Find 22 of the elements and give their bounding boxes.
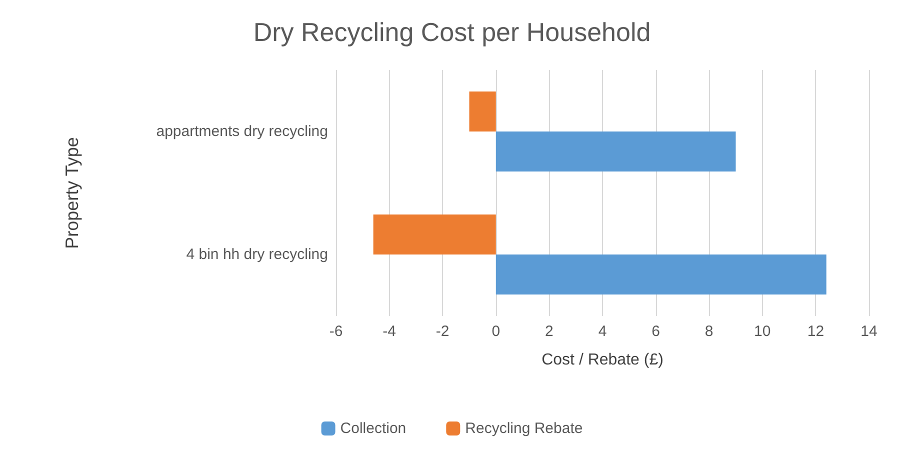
x-tick-label: 2 bbox=[545, 323, 554, 340]
x-tick-label: 0 bbox=[492, 323, 500, 340]
x-tick-label: 10 bbox=[754, 323, 771, 340]
bar bbox=[469, 92, 496, 132]
bar bbox=[373, 214, 496, 254]
x-tick-label: 4 bbox=[598, 323, 607, 340]
y-axis-title: Property Type bbox=[62, 137, 82, 249]
y-tick-label: 4 bin hh dry recycling bbox=[186, 246, 328, 263]
y-tick-label: appartments dry recycling bbox=[156, 123, 328, 140]
x-tick-label: 8 bbox=[704, 323, 714, 340]
x-axis-title: Cost / Rebate (£) bbox=[542, 352, 664, 368]
x-tick-label: 12 bbox=[807, 323, 824, 340]
x-tick-label: -6 bbox=[329, 323, 343, 340]
chart-title: Dry Recycling Cost per Household bbox=[253, 17, 651, 47]
x-tick-label: 14 bbox=[860, 323, 878, 340]
bar bbox=[496, 254, 826, 294]
legend-label: Collection bbox=[340, 420, 406, 437]
bar bbox=[496, 132, 736, 172]
legend-label: Recycling Rebate bbox=[465, 420, 583, 437]
x-tick-label: -2 bbox=[436, 323, 450, 340]
x-tick-label: 6 bbox=[652, 323, 660, 340]
x-tick-label: -4 bbox=[382, 323, 396, 340]
